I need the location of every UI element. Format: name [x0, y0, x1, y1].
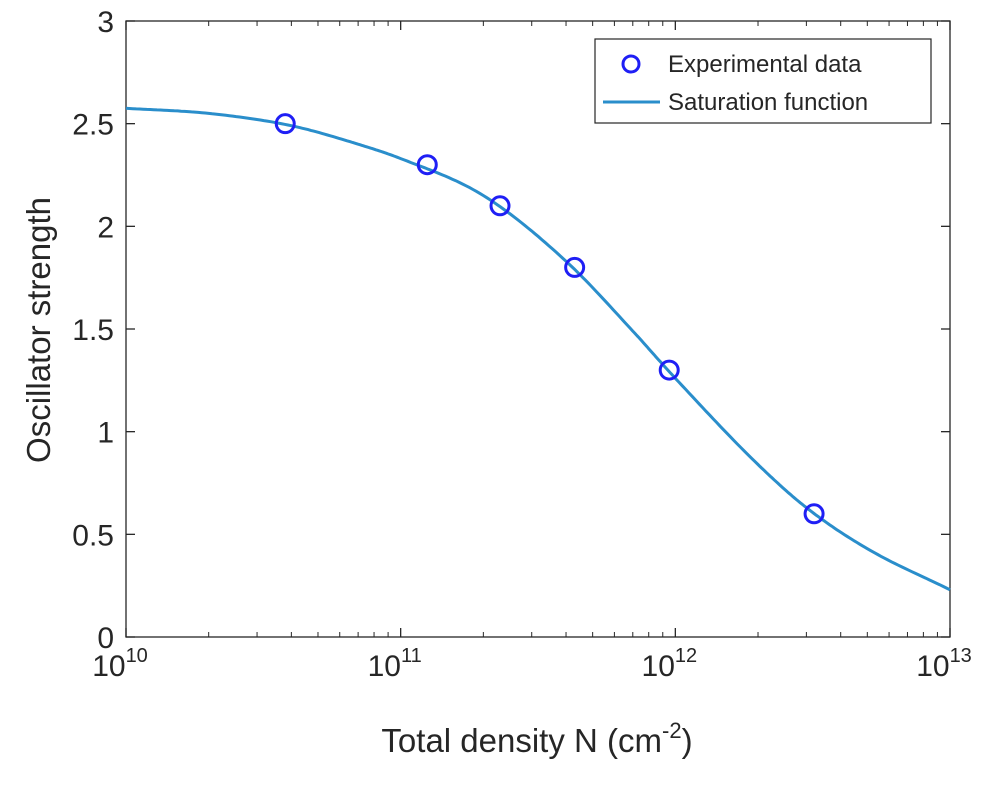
- x-tick-label-exponent: 10: [126, 645, 148, 667]
- data-point-experimental: [274, 113, 296, 135]
- y-tick-label: 1.5: [72, 314, 114, 347]
- x-axis-title: Total density N (cm-2): [381, 718, 692, 759]
- data-point-experimental: [416, 154, 438, 176]
- x-axis-title-main: Total density N (cm: [381, 722, 662, 759]
- y-axis-title: Oscillator strength: [20, 197, 57, 463]
- legend-marker-experimental: [621, 54, 641, 74]
- series-line-saturation-function: [125, 106, 951, 592]
- y-tick-label: 2: [97, 211, 114, 244]
- x-tick-label-base: 10: [368, 650, 401, 683]
- legend: Experimental data Saturation function: [594, 38, 932, 124]
- x-tick-label-exponent: 13: [950, 645, 972, 667]
- legend-box: [594, 38, 932, 124]
- y-tick-label: 2.5: [72, 109, 114, 142]
- x-tick-label: 1011: [368, 645, 422, 683]
- x-tick-label: 1010: [92, 645, 148, 683]
- x-tick-label-base: 10: [916, 650, 949, 683]
- x-tick-label-exponent: 11: [401, 645, 422, 667]
- x-axis-title-suffix: ): [682, 722, 693, 759]
- x-tick-label: 1012: [642, 645, 698, 683]
- data-point-experimental: [658, 359, 680, 381]
- y-tick-label: 0: [97, 622, 114, 655]
- data-point-experimental: [803, 503, 825, 525]
- legend-label-experimental: Experimental data: [668, 51, 862, 78]
- x-axis-title-superscript: -2: [662, 718, 682, 743]
- data-point-experimental: [564, 256, 586, 278]
- x-tick-label: 1013: [916, 645, 972, 683]
- data-point-experimental: [489, 195, 511, 217]
- legend-label-saturation: Saturation function: [668, 89, 868, 116]
- x-tick-label-base: 10: [92, 650, 125, 683]
- y-tick-label: 3: [97, 6, 114, 39]
- x-tick-label-exponent: 12: [675, 645, 697, 667]
- y-tick-label: 0.5: [72, 519, 114, 552]
- plot-series: [125, 106, 951, 592]
- x-tick-label-base: 10: [642, 650, 675, 683]
- y-tick-label: 1: [97, 417, 114, 450]
